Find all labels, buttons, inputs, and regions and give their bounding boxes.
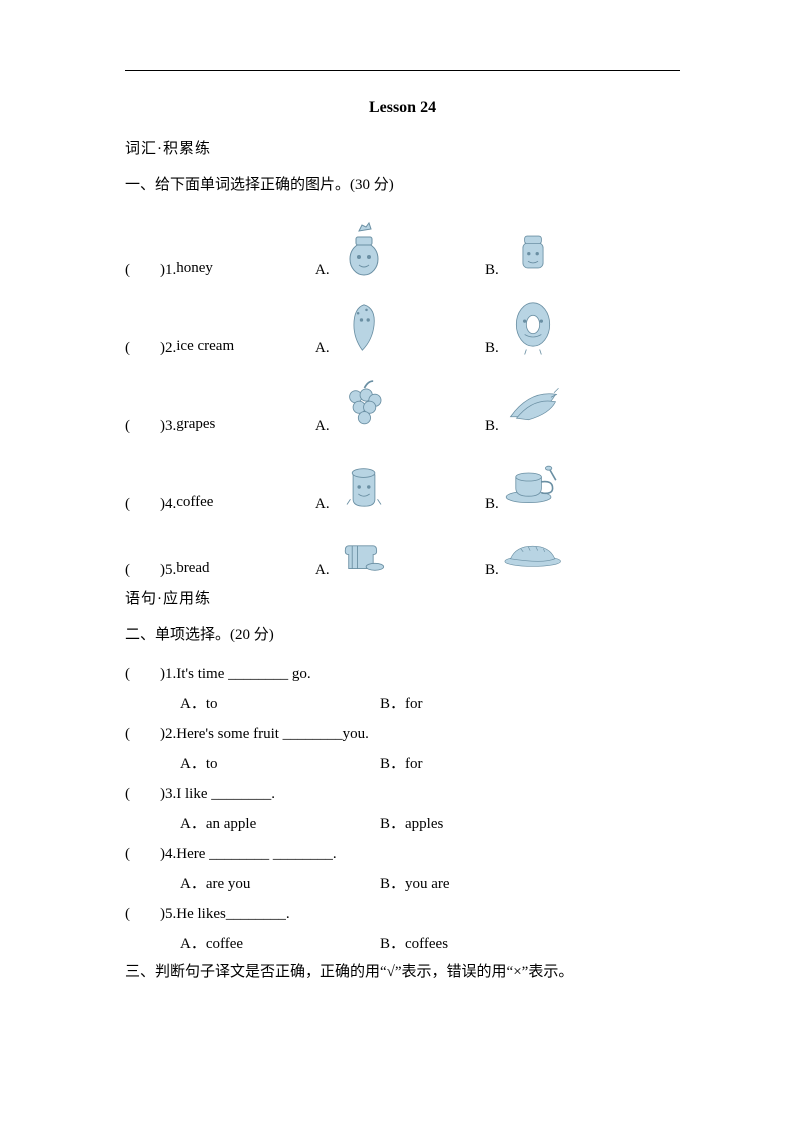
donut-icon — [503, 297, 563, 357]
picture-question-row: ( )4. coffee A. B. — [125, 443, 680, 513]
option-b-label: B. — [485, 262, 499, 279]
mc-block: ( )1. It's time ________ go. A．to B．for … — [125, 659, 680, 959]
answer-blank[interactable]: ( )4. — [125, 839, 176, 869]
top-rule — [125, 70, 680, 71]
option-a: A．are you — [180, 869, 380, 899]
answer-blank[interactable]: ( )5. — [125, 899, 176, 929]
option-b-label: B. — [485, 418, 499, 435]
picture-question-row: ( )3. grapes A. B. — [125, 365, 680, 435]
mc-question: ( )3. I like ________. — [125, 779, 680, 809]
answer-blank[interactable]: ( )3. — [125, 779, 176, 809]
bananas-icon — [503, 375, 563, 435]
mc-question: ( )1. It's time ________ go. — [125, 659, 680, 689]
honey-jar-icon — [334, 219, 394, 279]
answer-blank[interactable]: ( )4. — [125, 492, 176, 513]
answer-blank[interactable]: ( )1. — [125, 659, 176, 689]
option-a: A．coffee — [180, 929, 380, 959]
option-a-label: A. — [315, 262, 330, 279]
option-a: A．an apple — [180, 809, 380, 839]
section2-label: 语句·应用练 — [125, 587, 680, 608]
picture-question-row: ( )5. bread A. B. — [125, 521, 680, 579]
option-b: B．coffees — [380, 929, 580, 959]
toast-icon — [334, 531, 394, 579]
word-text: bread — [176, 560, 209, 577]
mc-question: ( )4. Here ________ ________. — [125, 839, 680, 869]
stem-text: Here's some fruit ________you. — [176, 719, 369, 749]
word-text: ice cream — [176, 338, 234, 355]
stem-text: It's time ________ go. — [176, 659, 310, 689]
answer-blank[interactable]: ( )2. — [125, 719, 176, 749]
answer-blank[interactable]: ( )2. — [125, 336, 176, 357]
word-text: honey — [176, 260, 213, 277]
word-text: coffee — [176, 494, 213, 511]
mc-options: A．to B．for — [125, 749, 680, 779]
option-b: B．for — [380, 749, 580, 779]
mc-options: A．are you B．you are — [125, 869, 680, 899]
picture-question-row: ( )1. honey A. B. — [125, 209, 680, 279]
worksheet-page: Lesson 24 词汇·积累练 一、给下面单词选择正确的图片。(30 分) (… — [0, 0, 800, 1036]
option-b-label: B. — [485, 496, 499, 513]
mc-options: A．to B．for — [125, 689, 680, 719]
section3-heading: 三、判断句子译文是否正确，正确的用“√”表示，错误的用“×”表示。 — [125, 959, 680, 986]
mc-question: ( )2. Here's some fruit ________you. — [125, 719, 680, 749]
coffee-cup-icon — [503, 453, 563, 513]
option-b-label: B. — [485, 562, 499, 579]
grapes-icon — [334, 375, 394, 435]
answer-blank[interactable]: ( )5. — [125, 558, 176, 579]
ice-cream-icon — [334, 297, 394, 357]
option-a-label: A. — [315, 340, 330, 357]
stem-text: Here ________ ________. — [176, 839, 336, 869]
section1-heading: 一、给下面单词选择正确的图片。(30 分) — [125, 172, 680, 199]
jam-jar-icon — [503, 219, 563, 279]
option-b: B．apples — [380, 809, 580, 839]
option-b-label: B. — [485, 340, 499, 357]
word-text: grapes — [176, 416, 215, 433]
mc-options: A．an apple B．apples — [125, 809, 680, 839]
option-a-label: A. — [315, 562, 330, 579]
answer-blank[interactable]: ( )3. — [125, 414, 176, 435]
option-b: B．you are — [380, 869, 580, 899]
section2-heading: 二、单项选择。(20 分) — [125, 622, 680, 649]
option-a: A．to — [180, 689, 380, 719]
lesson-title: Lesson 24 — [125, 99, 680, 117]
option-a-label: A. — [315, 496, 330, 513]
bread-loaf-icon — [503, 531, 563, 579]
option-b: B．for — [380, 689, 580, 719]
section1-label: 词汇·积累练 — [125, 137, 680, 158]
picture-question-row: ( )2. ice cream A. B. — [125, 287, 680, 357]
stem-text: I like ________. — [176, 779, 275, 809]
stem-text: He likes________. — [176, 899, 289, 929]
answer-blank[interactable]: ( )1. — [125, 258, 176, 279]
option-a-label: A. — [315, 418, 330, 435]
mc-options: A．coffee B．coffees — [125, 929, 680, 959]
option-a: A．to — [180, 749, 380, 779]
mc-question: ( )5. He likes________. — [125, 899, 680, 929]
jar-icon — [334, 453, 394, 513]
